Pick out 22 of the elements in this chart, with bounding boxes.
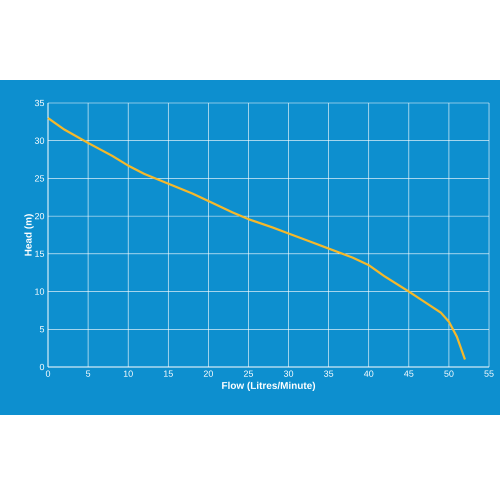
y-tick-label: 0	[40, 364, 44, 370]
x-tick-label: 55	[484, 370, 494, 377]
y-axis-title: Head (m)	[24, 214, 34, 256]
y-tick-label: 20	[34, 212, 44, 220]
x-tick-label: 0	[46, 370, 50, 377]
x-tick-label: 40	[364, 370, 374, 377]
x-tick-label: 25	[244, 370, 254, 377]
y-tick-label: 25	[34, 175, 44, 182]
x-tick-label: 5	[86, 370, 90, 377]
x-tick-label: 35	[324, 370, 334, 377]
x-tick-label: 45	[404, 370, 414, 377]
x-tick-label: 30	[284, 370, 294, 377]
x-tick-label: 20	[204, 370, 214, 377]
x-axis-title: Flow (Litres/Minute)	[222, 382, 316, 391]
x-tick-label: 15	[164, 370, 173, 377]
y-tick-label: 10	[35, 288, 44, 295]
y-tick-label: 5	[40, 326, 44, 332]
x-tick-label: 10	[124, 370, 133, 377]
y-tick-label: 30	[34, 138, 44, 144]
y-tick-label: 15	[35, 250, 44, 257]
x-tick-label: 50	[444, 370, 454, 377]
y-tick-label: 35	[34, 100, 44, 106]
